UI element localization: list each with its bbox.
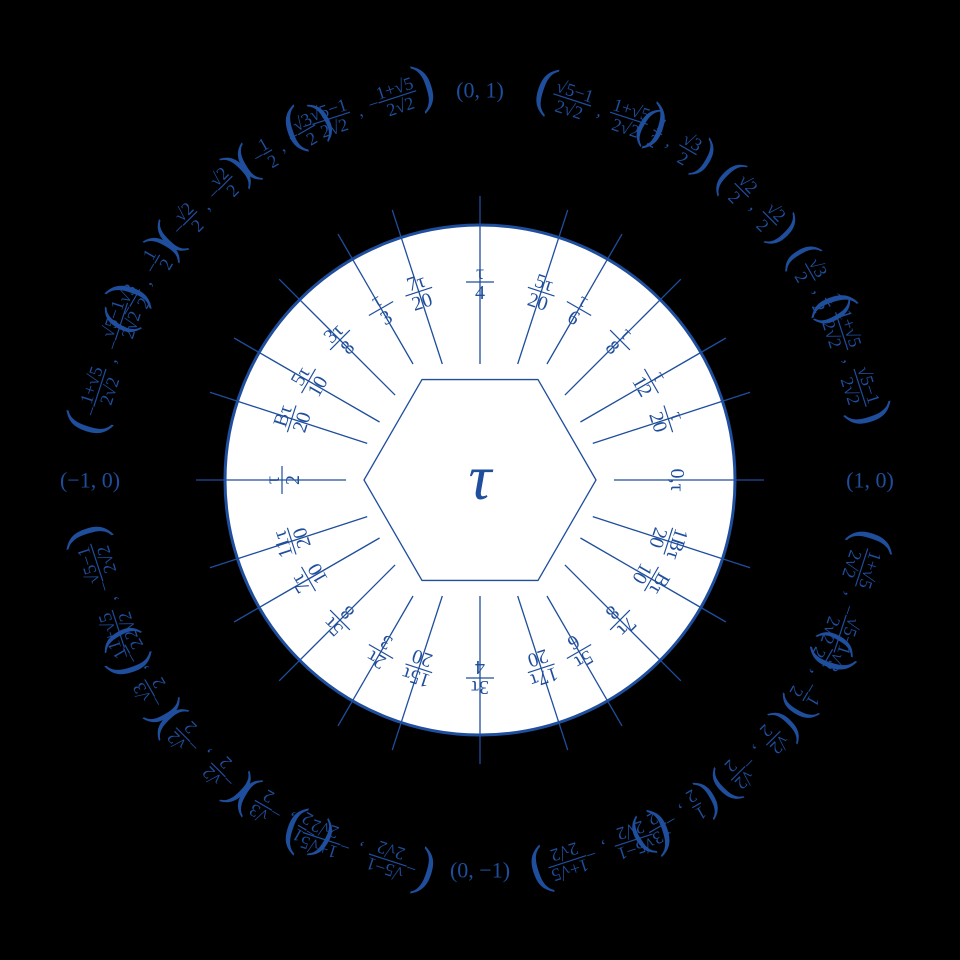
svg-text:2: 2 [264, 150, 282, 172]
svg-text:2: 2 [215, 752, 236, 773]
svg-text:,: , [663, 131, 677, 151]
svg-text:,: , [595, 100, 605, 120]
outer-coord-label: (√5−12√2,1+√52√2) [528, 54, 676, 154]
outer-coord-label: (0, −1) [450, 858, 510, 883]
svg-text:,: , [136, 274, 156, 288]
tau-circle-diagram: τ0,τ(1, 0)τ20(1+√52√2,√5−12√2)τ12(√32,12… [0, 0, 960, 960]
svg-text:2: 2 [674, 148, 692, 170]
svg-text:(0, 1): (0, 1) [456, 78, 504, 103]
svg-text:2: 2 [724, 187, 745, 208]
svg-text:,: , [840, 355, 860, 365]
outer-coord-label: (−1, 0) [60, 468, 120, 493]
svg-text:2: 2 [148, 674, 170, 692]
svg-text:,: , [746, 196, 763, 213]
outer-coord-label: (−1+√52√2,−√5−12√2) [51, 519, 157, 686]
svg-text:0,τ: 0,τ [666, 468, 688, 491]
svg-text:(0, −1): (0, −1) [450, 858, 510, 883]
svg-text:,: , [196, 746, 213, 763]
svg-text:,: , [100, 355, 120, 365]
outer-coord-label: (√22,−√22) [703, 703, 813, 813]
inner-angle-label: 0,τ [666, 468, 688, 491]
center-tau: τ [469, 442, 494, 513]
svg-text:2: 2 [282, 475, 304, 485]
svg-text:,: , [809, 283, 829, 297]
svg-text:3τ: 3τ [471, 676, 489, 698]
svg-text:,: , [750, 743, 767, 760]
svg-text:τ: τ [476, 262, 484, 284]
svg-text:,: , [600, 838, 610, 858]
svg-text:2: 2 [756, 721, 777, 742]
svg-text:2: 2 [187, 215, 208, 236]
svg-text:,: , [100, 595, 120, 605]
svg-text:(1, 0): (1, 0) [846, 468, 894, 493]
svg-text:2: 2 [791, 268, 813, 286]
svg-text:4: 4 [475, 282, 485, 304]
outer-coord-label: (0, 1) [456, 78, 504, 103]
svg-text:(−1, 0): (−1, 0) [60, 468, 120, 493]
svg-text:2: 2 [260, 786, 278, 808]
svg-text:,: , [355, 840, 365, 860]
outer-coord-label: (1, 0) [846, 468, 894, 493]
svg-text:4: 4 [475, 656, 485, 678]
svg-text:,: , [841, 590, 861, 600]
svg-text:,: , [196, 196, 213, 213]
svg-text:,: , [676, 802, 690, 822]
svg-text:,: , [274, 136, 288, 156]
svg-text:,: , [355, 100, 365, 120]
outer-coord-label: (−1+√52√2,−√5−12√2) [51, 274, 157, 441]
outer-coord-label: (√22,√22) [707, 150, 810, 253]
outer-coord-label: (−√5−12√2,−1+√52√2) [274, 803, 441, 909]
svg-text:τ: τ [262, 476, 284, 484]
svg-text:,: , [807, 667, 827, 681]
